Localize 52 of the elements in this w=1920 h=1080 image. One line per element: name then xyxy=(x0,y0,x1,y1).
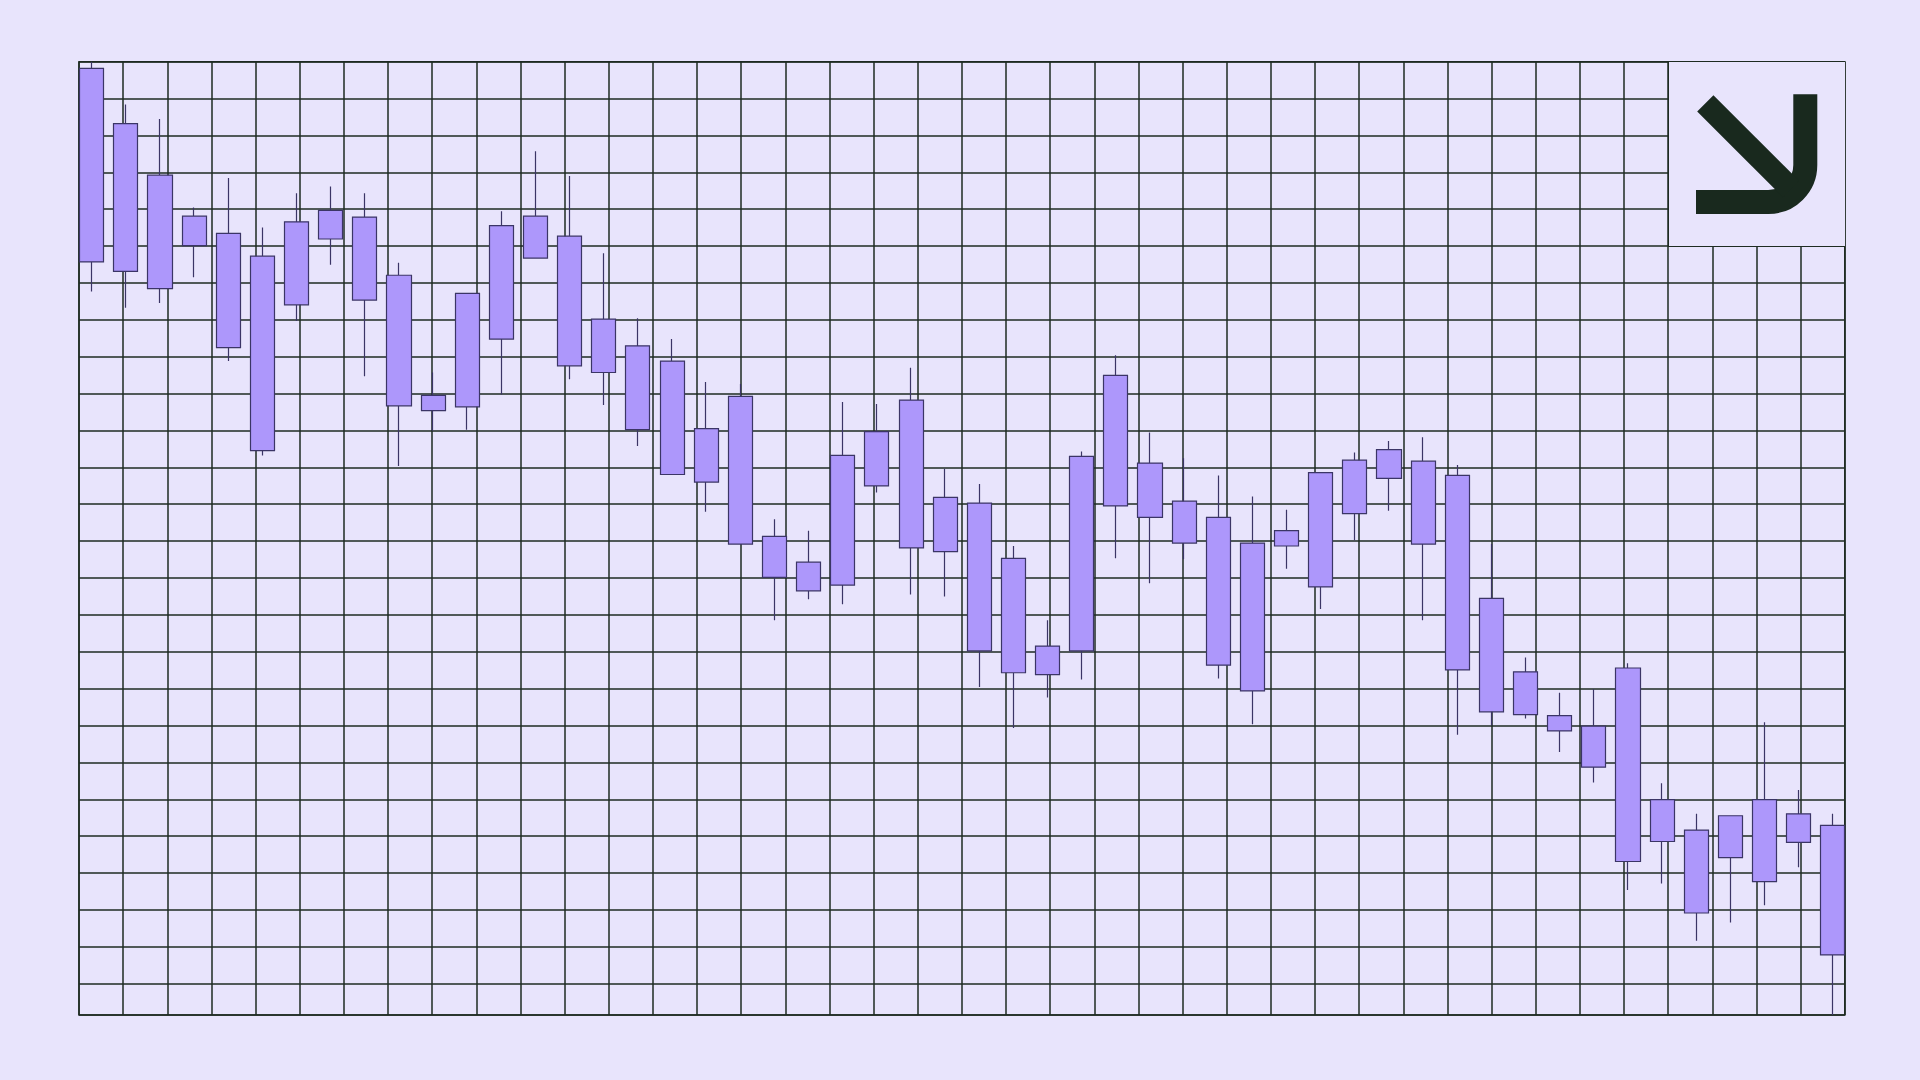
candlestick xyxy=(1546,692,1573,753)
candlestick xyxy=(181,206,208,278)
candlestick xyxy=(522,150,549,259)
candlestick xyxy=(1341,451,1368,541)
candlestick xyxy=(727,383,754,545)
candlestick xyxy=(693,381,720,513)
candlestick xyxy=(1102,354,1129,559)
candlestick xyxy=(1410,436,1437,621)
candlestick xyxy=(1683,813,1710,942)
candlestick xyxy=(1785,789,1812,868)
candlestick xyxy=(1717,815,1744,924)
candlestick xyxy=(795,530,822,600)
candlestick xyxy=(1273,509,1300,570)
candlestick xyxy=(1375,440,1403,512)
candlestick xyxy=(488,210,515,395)
candlestick xyxy=(590,252,617,406)
candlestick xyxy=(1239,495,1266,725)
candlestick xyxy=(146,118,174,304)
candlestick xyxy=(1751,721,1778,906)
candlestick xyxy=(761,518,788,621)
candlestick xyxy=(659,338,686,476)
candlestick xyxy=(1478,543,1505,726)
candlestick xyxy=(317,185,344,266)
candlestick xyxy=(112,104,139,309)
candlestick xyxy=(556,175,583,380)
candlestick xyxy=(215,177,242,362)
candlestick xyxy=(829,401,856,605)
candlestick xyxy=(78,61,105,293)
candlestick xyxy=(1819,813,1846,1016)
candlestick xyxy=(1444,464,1471,736)
candlestick xyxy=(1205,474,1232,680)
candlestick xyxy=(1034,619,1061,699)
candlestick xyxy=(420,371,447,432)
candlestick xyxy=(863,403,890,494)
candlestick xyxy=(351,192,378,377)
candlestick xyxy=(898,367,925,596)
candlestick xyxy=(1307,471,1334,610)
candlestick xyxy=(1649,782,1676,885)
candlestick xyxy=(1512,656,1539,720)
candlestick xyxy=(932,468,959,598)
candlestick xyxy=(966,483,993,688)
candlestick xyxy=(1000,545,1027,729)
candlestick xyxy=(1580,688,1607,783)
candlestick xyxy=(1136,431,1164,584)
candlestick xyxy=(385,262,413,467)
candlestick xyxy=(454,292,481,431)
candlestick xyxy=(1171,457,1198,560)
candlestick xyxy=(283,192,310,322)
candlestick xyxy=(1614,662,1642,891)
candlestick xyxy=(624,317,651,447)
candlestick xyxy=(1068,451,1095,681)
candlestick xyxy=(249,226,276,457)
